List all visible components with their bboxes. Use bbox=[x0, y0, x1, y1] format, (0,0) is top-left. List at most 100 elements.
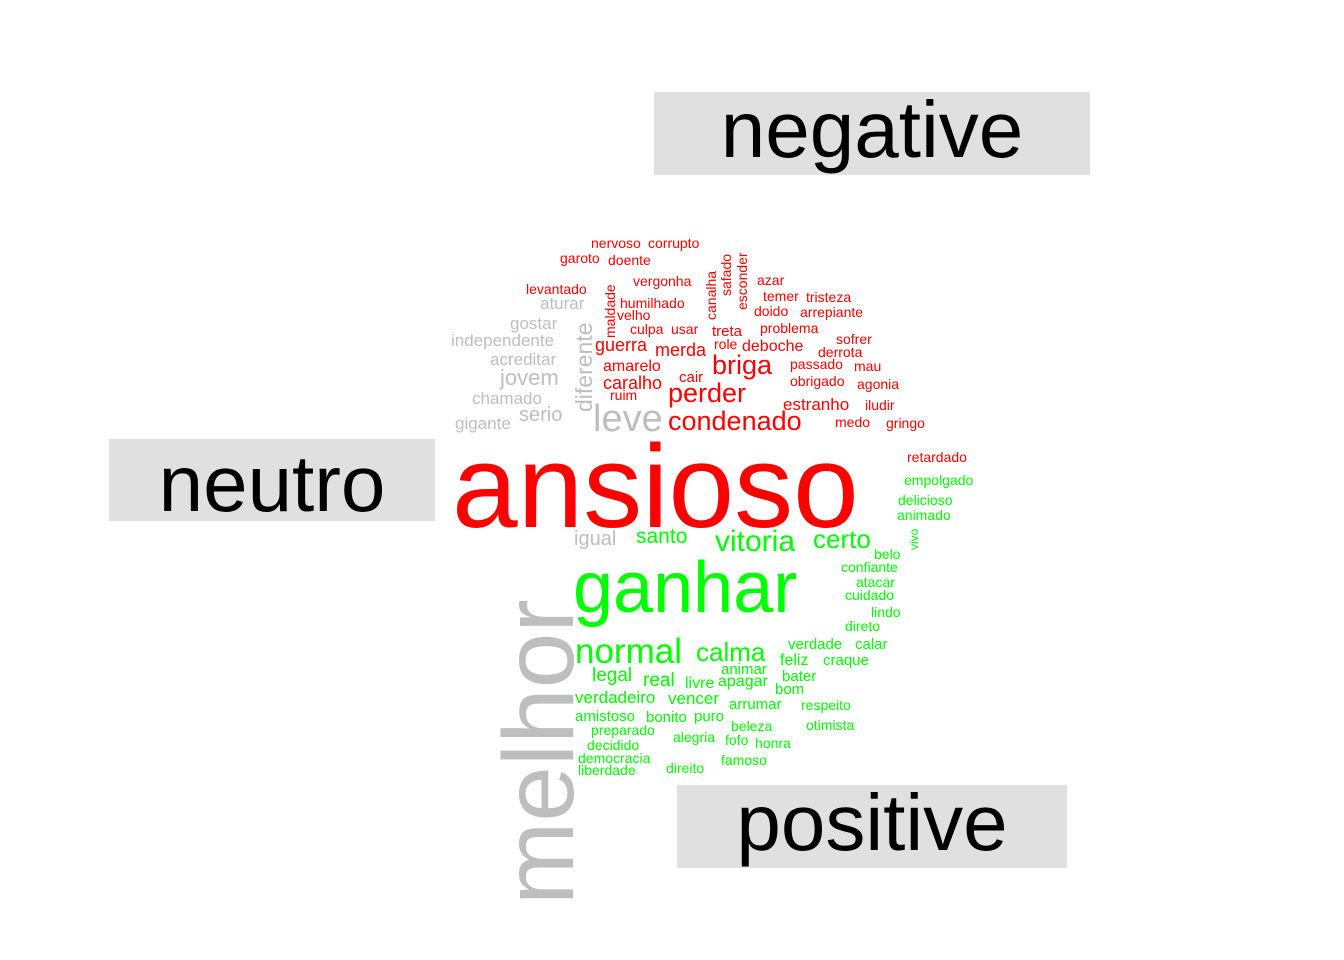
word-doido: doido bbox=[754, 303, 788, 319]
word-bonito: bonito bbox=[646, 709, 687, 726]
word-doente: doente bbox=[608, 252, 651, 268]
word-temer: temer bbox=[763, 288, 799, 304]
word-legal: legal bbox=[592, 665, 632, 686]
word-calma: calma bbox=[696, 637, 766, 667]
word-humilhado: humilhado bbox=[620, 295, 685, 311]
word-corrupto: corrupto bbox=[648, 235, 700, 251]
word-usar: usar bbox=[671, 321, 699, 337]
word-medo: medo bbox=[835, 414, 870, 430]
word-belo: belo bbox=[874, 546, 901, 562]
word-delicioso: delicioso bbox=[898, 492, 953, 508]
word-liberdade: liberdade bbox=[578, 762, 636, 778]
word-garoto: garoto bbox=[560, 250, 600, 266]
word-velho: velho bbox=[617, 307, 651, 323]
word-retardado: retardado bbox=[907, 449, 967, 465]
word-chamado: chamado bbox=[472, 389, 542, 408]
word-melhor: melhor bbox=[483, 599, 595, 905]
word-bater: bater bbox=[782, 668, 816, 685]
word-azar: azar bbox=[757, 272, 785, 288]
word-derrota: derrota bbox=[818, 344, 863, 360]
word-fofo: fofo bbox=[725, 732, 749, 748]
word-democracia: democracia bbox=[578, 750, 651, 766]
word-safado: safado bbox=[718, 254, 734, 296]
word-famoso: famoso bbox=[721, 752, 767, 768]
word-verdade: verdade bbox=[788, 636, 842, 653]
category-box-neutro bbox=[109, 439, 435, 521]
word-tristeza: tristeza bbox=[806, 289, 851, 305]
word-condenado: condenado bbox=[668, 406, 802, 436]
word-apagar: apagar bbox=[718, 673, 768, 690]
word-iludir: iludir bbox=[865, 397, 895, 413]
word-gostar: gostar bbox=[510, 314, 558, 333]
word-direito: direito bbox=[666, 760, 704, 776]
category-label-negative: negative bbox=[721, 85, 1023, 174]
word-ansioso: ansioso bbox=[452, 421, 859, 553]
word-decidido: decidido bbox=[587, 737, 639, 753]
word-passado: passado bbox=[790, 356, 843, 372]
word-certo: certo bbox=[813, 524, 871, 554]
category-box-positive bbox=[677, 785, 1067, 868]
word-amarelo: amarelo bbox=[603, 358, 661, 375]
word-serio: serio bbox=[519, 404, 562, 426]
word-preparado: preparado bbox=[591, 722, 655, 738]
word-mau: mau bbox=[854, 358, 881, 374]
word-confiante: confiante bbox=[841, 559, 898, 575]
word-real: real bbox=[643, 670, 675, 691]
word-vitoria: vitoria bbox=[715, 525, 795, 558]
word-animar: animar bbox=[721, 661, 767, 678]
word-cuidado: cuidado bbox=[845, 587, 894, 603]
word-vencer: vencer bbox=[668, 689, 719, 708]
word-problema: problema bbox=[760, 320, 819, 336]
word-perder: perder bbox=[668, 378, 746, 408]
word-arrepiante: arrepiante bbox=[800, 304, 863, 320]
word-esconder: esconder bbox=[734, 252, 750, 310]
word-direto: direto bbox=[845, 618, 880, 634]
word-amistoso: amistoso bbox=[575, 708, 635, 725]
word-respeito: respeito bbox=[801, 697, 851, 713]
word-canalha: canalha bbox=[703, 271, 719, 320]
word-lindo: lindo bbox=[871, 604, 901, 620]
word-jovem: jovem bbox=[499, 365, 559, 390]
word-alegria: alegria bbox=[673, 729, 715, 745]
category-box-negative bbox=[654, 92, 1090, 175]
category-label-positive: positive bbox=[736, 778, 1007, 867]
word-role: role bbox=[714, 336, 738, 352]
word-estranho: estranho bbox=[783, 395, 849, 414]
word-santo: santo bbox=[636, 525, 687, 548]
word-treta: treta bbox=[712, 323, 743, 340]
word-levantado: levantado bbox=[526, 281, 587, 297]
category-label-neutro: neutro bbox=[159, 439, 386, 528]
word-vivo: vivo bbox=[907, 528, 921, 550]
word-merda: merda bbox=[655, 340, 707, 360]
word-cair: cair bbox=[679, 369, 703, 386]
word-empolgado: empolgado bbox=[904, 472, 973, 488]
word-calar: calar bbox=[855, 636, 888, 653]
word-maldade: maldade bbox=[602, 284, 618, 338]
word-nervoso: nervoso bbox=[591, 235, 641, 251]
word-honra: honra bbox=[755, 735, 791, 751]
word-arrumar: arrumar bbox=[729, 696, 782, 713]
word-vergonha: vergonha bbox=[633, 273, 692, 289]
word-animado: animado bbox=[897, 507, 951, 523]
word-atacar: atacar bbox=[856, 574, 895, 590]
word-livre: livre bbox=[685, 675, 714, 692]
word-sofrer: sofrer bbox=[836, 331, 872, 347]
word-otimista: otimista bbox=[806, 717, 854, 733]
word-leve: leve bbox=[593, 398, 663, 440]
word-ruim: ruim bbox=[610, 387, 637, 403]
word-gringo: gringo bbox=[886, 415, 925, 431]
word-caralho: caralho bbox=[603, 373, 662, 393]
word-acreditar: acreditar bbox=[490, 350, 556, 369]
word-obrigado: obrigado bbox=[790, 373, 845, 389]
word-guerra: guerra bbox=[595, 335, 648, 355]
word-normal: normal bbox=[575, 632, 682, 671]
word-feliz: feliz bbox=[780, 652, 808, 669]
word-agonia: agonia bbox=[857, 376, 899, 392]
word-aturar: aturar bbox=[540, 294, 585, 313]
word-ganhar: ganhar bbox=[573, 548, 797, 628]
category-label-boxes: negative neutro positive bbox=[109, 85, 1090, 868]
word-gigante: gigante bbox=[455, 414, 511, 433]
word-culpa: culpa bbox=[630, 321, 664, 337]
